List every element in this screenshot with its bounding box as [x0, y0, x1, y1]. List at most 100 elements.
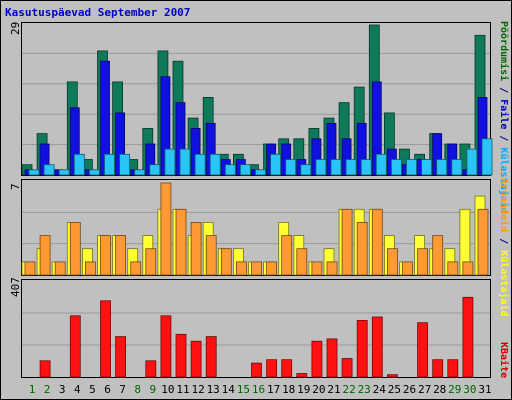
- panel-visits-frame: [21, 22, 491, 176]
- bar-kbaite-day-19: [296, 373, 308, 378]
- bar-k-lastajaid-day-4: [73, 153, 85, 176]
- legend-visitors-2: Külastajaid: [498, 250, 510, 316]
- panel-reports-legend: Aruandeid / Külastajaid: [498, 178, 510, 316]
- bar-aruandeid-day-25: [386, 248, 398, 276]
- panel-kbytes-frame: [21, 279, 491, 378]
- bar-k-lastajaid-day-27: [421, 159, 433, 176]
- x-tick-label: 9: [149, 383, 156, 396]
- bar-kbaite-day-2: [39, 360, 51, 378]
- bar-kbaite-day-25: [386, 374, 398, 378]
- bar-aruandeid-day-18: [281, 235, 293, 276]
- bar-aruandeid-day-10: [160, 182, 172, 276]
- x-tick-label: 14: [222, 383, 236, 396]
- x-tick-label: 24: [373, 383, 387, 396]
- x-tick-label: 23: [358, 383, 371, 396]
- panel-visits-legend: Pöördumisi / Faile / Külastajaid: [498, 21, 510, 214]
- x-tick-label: 18: [282, 383, 295, 396]
- bar-kbaite-day-17: [266, 359, 278, 378]
- x-tick-label: 8: [134, 383, 141, 396]
- bar-aruandeid-day-21: [326, 261, 338, 276]
- bar-kbaite-day-24: [371, 316, 383, 378]
- bar-aruandeid-day-31: [477, 208, 489, 276]
- bar-aruandeid-day-9: [145, 248, 157, 276]
- bar-kbaite-day-22: [341, 358, 353, 378]
- bar-aruandeid-day-8: [130, 261, 142, 276]
- x-tick-label: 1: [29, 383, 36, 396]
- bar-k-lastajaid-day-16: [255, 169, 266, 176]
- legend-kbytes: KBaite: [498, 342, 510, 378]
- bar-aruandeid-day-1: [24, 261, 36, 276]
- x-tick-label: 16: [252, 383, 265, 396]
- bar-aruandeid-day-7: [115, 235, 126, 276]
- bar-k-lastajaid-day-22: [345, 159, 357, 176]
- bar-aruandeid-day-22: [341, 208, 353, 276]
- bar-aruandeid-day-30: [462, 261, 474, 276]
- x-tick-label: 15: [237, 383, 250, 396]
- bar-kbaite-day-21: [326, 338, 338, 378]
- bar-k-lastajaid-day-14: [224, 164, 236, 176]
- bar-aruandeid-day-28: [432, 235, 444, 276]
- bar-aruandeid-day-13: [205, 235, 217, 276]
- bar-k-lastajaid-day-13: [209, 153, 221, 176]
- bar-k-lastajaid-day-30: [466, 148, 478, 176]
- bar-aruandeid-day-27: [417, 248, 429, 276]
- bar-k-lastajaid-day-12: [194, 153, 206, 176]
- bar-kbaite-day-6: [100, 300, 111, 378]
- legend-visitors: Külastajaid: [498, 147, 510, 213]
- bar-k-lastajaid-day-23: [360, 159, 372, 176]
- panel-reports-frame: [21, 179, 491, 276]
- x-tick-label: 21: [327, 383, 340, 396]
- bar-k-lastajaid-day-3: [58, 169, 70, 176]
- bar-k-lastajaid-day-9: [149, 164, 161, 176]
- bar-aruandeid-day-4: [69, 221, 81, 276]
- bar-k-lastajaid-day-24: [375, 153, 387, 176]
- bar-aruandeid-day-14: [220, 248, 232, 276]
- bar-aruandeid-day-19: [296, 248, 308, 276]
- legend-files: Faile: [498, 99, 510, 129]
- bar-kbaite-day-28: [432, 359, 444, 378]
- bar-kbaite-day-27: [417, 322, 429, 378]
- x-tick-label: 13: [207, 383, 220, 396]
- x-tick-label: 2: [44, 383, 51, 396]
- bar-k-lastajaid-day-31: [481, 138, 493, 176]
- legend-separator: /: [498, 232, 509, 250]
- bar-kbaite-day-18: [281, 359, 293, 378]
- bar-aruandeid-day-2: [39, 235, 51, 276]
- bar-kbaite-day-20: [311, 340, 323, 378]
- bar-kbaite-day-12: [190, 340, 202, 378]
- bar-k-lastajaid-day-25: [390, 159, 402, 176]
- bar-kbaite-day-4: [69, 315, 81, 378]
- bar-aruandeid-day-23: [356, 221, 368, 276]
- x-tick-label: 19: [297, 383, 310, 396]
- legend-separator: /: [498, 81, 509, 99]
- legend-reports: Aruandeid: [498, 178, 510, 232]
- x-tick-label: 7: [119, 383, 126, 396]
- bar-aruandeid-day-5: [85, 261, 96, 276]
- bar-k-lastajaid-day-19: [300, 164, 312, 176]
- bar-k-lastajaid-day-21: [330, 159, 342, 176]
- chart-title: Kasutuspäevad September 2007: [5, 6, 190, 19]
- bar-kbaite-day-29: [447, 359, 459, 378]
- panel-kbytes: 407 KBaite: [9, 277, 510, 378]
- bar-aruandeid-day-20: [311, 261, 323, 276]
- bar-aruandeid-day-3: [54, 261, 66, 276]
- panel-visits: 29 Pöördumisi / Faile / Külastajaid: [9, 21, 510, 214]
- bar-k-lastajaid-day-2: [43, 164, 55, 176]
- panel-kbytes-ymax: 407: [9, 277, 22, 297]
- bar-k-lastajaid-day-10: [164, 148, 176, 176]
- bar-k-lastajaid-day-8: [134, 169, 146, 176]
- bar-k-lastajaid-day-20: [315, 159, 327, 176]
- bar-aruandeid-day-16: [251, 261, 262, 276]
- x-tick-label: 29: [448, 383, 461, 396]
- panel-reports: 7 Aruandeid / Külastajaid: [9, 178, 510, 316]
- x-tick-label: 22: [342, 383, 355, 396]
- bar-k-lastajaid-day-29: [451, 159, 463, 176]
- bar-kbaite-day-30: [462, 296, 474, 378]
- bar-aruandeid-day-11: [175, 208, 187, 276]
- bar-k-lastajaid-day-7: [119, 153, 130, 176]
- bar-kbaite-day-9: [145, 360, 157, 378]
- bar-aruandeid-day-24: [371, 208, 383, 276]
- bar-kbaite-day-13: [205, 336, 217, 378]
- x-tick-label: 6: [104, 383, 111, 396]
